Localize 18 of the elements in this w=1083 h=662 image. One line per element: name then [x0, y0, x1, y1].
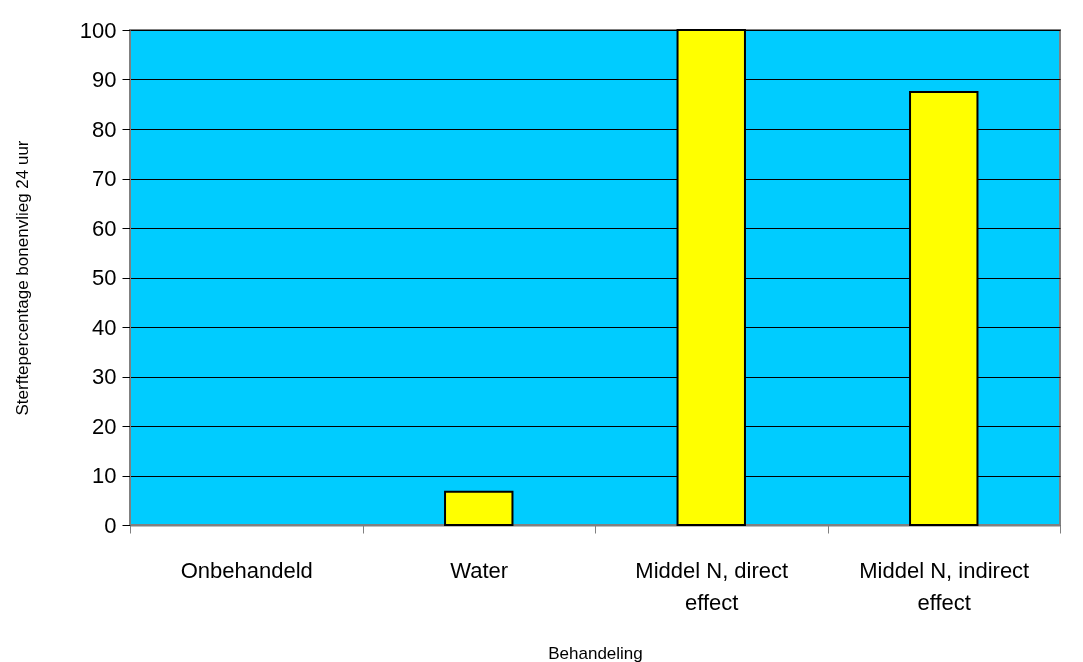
x-tick-label: Middel N, direct effect — [635, 557, 789, 615]
x-tick-label: Middel N, indirect effect — [859, 557, 1030, 615]
y-tick-label: 80 — [92, 116, 117, 142]
x-axis-title: Behandeling — [548, 643, 643, 662]
y-axis-title: Sterftepercentage bonenvlieg 24 uur — [12, 140, 32, 416]
y-tick-label: 10 — [92, 463, 117, 488]
y-tick-label: 0 — [104, 512, 117, 538]
y-tick-label: 70 — [92, 166, 117, 191]
y-tick-label: 20 — [92, 413, 117, 439]
x-tick-label: Onbehandeld — [180, 557, 313, 583]
y-tick-label: 30 — [92, 364, 117, 389]
y-tick-label: 100 — [79, 17, 117, 43]
y-tick-label: 90 — [92, 67, 117, 92]
y-tick-label: 40 — [92, 314, 117, 340]
y-tick-label: 50 — [92, 265, 117, 290]
bar — [444, 490, 514, 526]
x-tick-label: Water — [450, 557, 509, 583]
y-tick-label: 60 — [92, 215, 117, 241]
